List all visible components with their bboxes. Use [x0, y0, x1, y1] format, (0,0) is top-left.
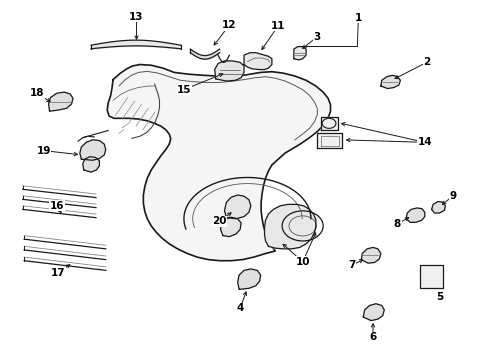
Polygon shape — [244, 53, 272, 69]
Bar — [420, 265, 443, 288]
Polygon shape — [49, 92, 73, 111]
Polygon shape — [107, 64, 331, 261]
Polygon shape — [363, 304, 384, 320]
Text: 19: 19 — [36, 145, 51, 156]
Polygon shape — [381, 75, 400, 89]
Polygon shape — [265, 204, 316, 249]
Polygon shape — [318, 134, 342, 148]
Text: 17: 17 — [51, 267, 66, 278]
Text: 5: 5 — [436, 292, 443, 302]
Text: 9: 9 — [449, 191, 456, 201]
Text: 8: 8 — [394, 219, 401, 229]
Text: 13: 13 — [129, 12, 144, 22]
Polygon shape — [432, 202, 445, 213]
Text: 11: 11 — [271, 21, 286, 31]
Polygon shape — [321, 117, 338, 130]
Text: 20: 20 — [212, 216, 227, 226]
Polygon shape — [215, 61, 244, 81]
Polygon shape — [361, 247, 381, 263]
Polygon shape — [220, 217, 241, 237]
Text: 4: 4 — [237, 303, 244, 314]
Text: 14: 14 — [417, 138, 432, 147]
Text: 2: 2 — [423, 57, 430, 67]
Polygon shape — [406, 208, 425, 222]
Text: 18: 18 — [30, 88, 45, 98]
Text: 6: 6 — [369, 332, 377, 342]
Polygon shape — [224, 195, 251, 219]
Text: 12: 12 — [222, 20, 237, 30]
Text: 7: 7 — [348, 260, 355, 270]
Polygon shape — [83, 157, 99, 172]
Text: 16: 16 — [49, 201, 64, 211]
Text: 15: 15 — [177, 85, 191, 95]
Text: 1: 1 — [355, 13, 362, 23]
Text: 10: 10 — [295, 257, 310, 267]
Polygon shape — [294, 46, 306, 60]
Text: 3: 3 — [314, 32, 321, 41]
Polygon shape — [80, 140, 106, 160]
Polygon shape — [238, 269, 261, 289]
